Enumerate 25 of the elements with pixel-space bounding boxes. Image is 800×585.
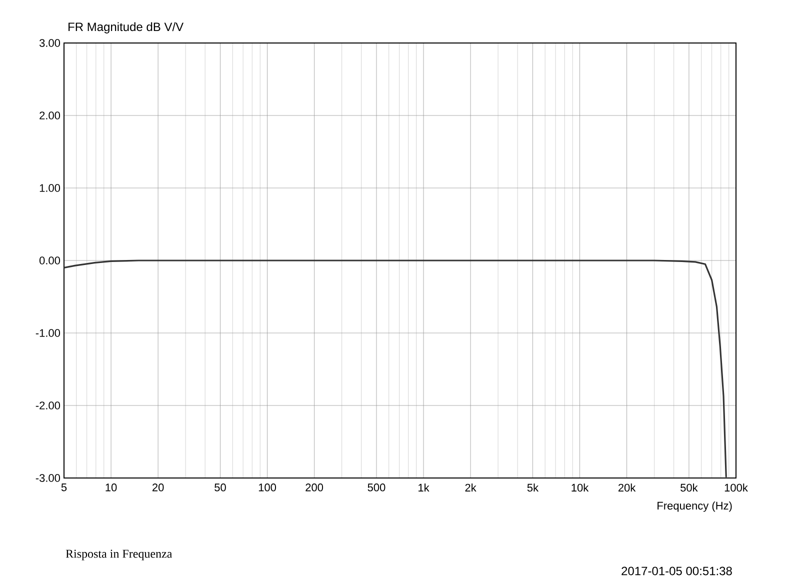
x-tick-label: 1k [418,484,430,492]
y-tick-label: -1.00 [36,329,60,337]
x-tick-label: 5k [527,484,539,492]
x-tick-label: 100 [258,484,276,492]
x-tick-label: 100k [724,484,748,492]
x-tick-label: 50k [680,484,698,492]
y-tick-label: 0.00 [39,256,60,264]
x-tick-label: 10 [106,484,117,492]
y-tick-label: -2.00 [36,402,60,410]
x-axis-title: Frequency (Hz) [658,502,732,512]
x-tick-label: 50 [214,484,226,492]
x-tick-label: 2k [465,484,476,492]
y-tick-label: -3.00 [36,474,60,482]
x-tick-label: 20k [618,484,636,492]
x-tick-label: 500 [368,484,386,492]
chart-title: FR Magnitude dB V/V [68,22,184,34]
y-tick-label: 2.00 [40,112,60,120]
x-tick-label: 20 [152,484,164,492]
x-tick-label: 200 [306,484,324,492]
y-tick-label: 3.00 [39,39,60,47]
text: Risposta in Frequenza [66,550,172,560]
x-tick-label: 5 [61,484,67,492]
y-tick-label: 1.00 [40,184,60,192]
x-tick-label: 10k [572,484,589,492]
text: 2017-01-05 00:51:38 [622,566,732,576]
